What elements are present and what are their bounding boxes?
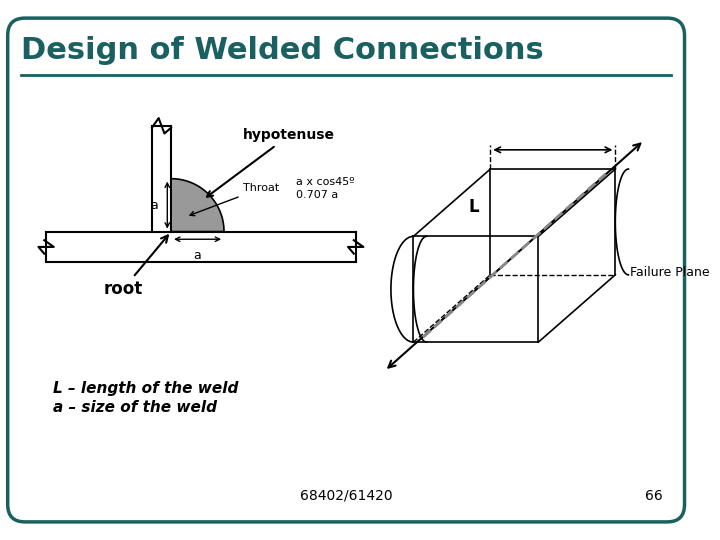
Text: Throat: Throat xyxy=(190,183,279,215)
Text: a: a xyxy=(150,199,158,212)
Text: a: a xyxy=(194,249,202,262)
Text: L – length of the weld: L – length of the weld xyxy=(53,381,238,396)
Polygon shape xyxy=(171,179,224,232)
Text: L: L xyxy=(469,198,480,216)
Text: Failure Plane: Failure Plane xyxy=(630,266,709,279)
Text: a – size of the weld: a – size of the weld xyxy=(53,400,217,415)
Text: 0.707 a: 0.707 a xyxy=(296,190,338,200)
Text: hypotenuse: hypotenuse xyxy=(207,129,336,197)
Text: 68402/61420: 68402/61420 xyxy=(300,489,392,503)
Text: a x cos45º: a x cos45º xyxy=(296,177,355,186)
Text: root: root xyxy=(104,235,168,298)
Text: 66: 66 xyxy=(645,489,662,503)
FancyBboxPatch shape xyxy=(8,18,685,522)
Text: Design of Welded Connections: Design of Welded Connections xyxy=(21,36,544,65)
